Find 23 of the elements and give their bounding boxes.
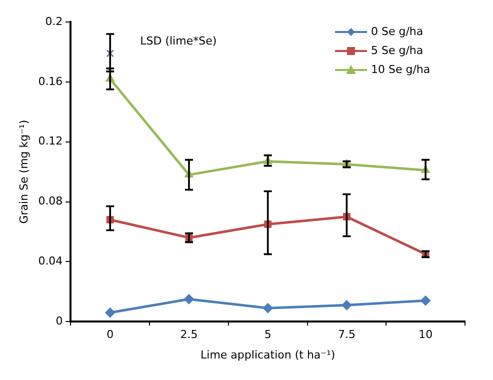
- y-tick-label: 0.04: [38, 254, 63, 268]
- x-tick-label: 5: [264, 328, 272, 342]
- x-tick-label: 0: [106, 328, 114, 342]
- y-axis-title: Grain Se (mg kg⁻¹): [17, 120, 30, 224]
- y-tick-label: 0: [56, 314, 63, 328]
- x-tick-label: 10: [418, 328, 433, 342]
- point: [420, 296, 431, 306]
- y-tick-label: 0.12: [38, 134, 63, 148]
- point: [105, 308, 116, 318]
- point: [342, 300, 352, 310]
- y-tick-label: 0.2: [45, 14, 63, 28]
- y-tick-label: 0.08: [38, 194, 63, 208]
- x-tick-label: 7.5: [338, 328, 356, 342]
- x-axis-title: Lime application (t ha⁻¹): [200, 348, 336, 362]
- point: [106, 50, 114, 58]
- legend-label: 0 Se g/ha: [371, 24, 424, 38]
- legend-label: 10 Se g/ha: [371, 62, 430, 76]
- x-tick-label: 2.5: [180, 328, 198, 342]
- text: LSD (lime*Se): [140, 34, 217, 48]
- legend-label: 5 Se g/ha: [371, 44, 424, 57]
- point: [184, 294, 194, 304]
- y-tick-label: 0.16: [38, 74, 63, 88]
- point: [262, 303, 273, 314]
